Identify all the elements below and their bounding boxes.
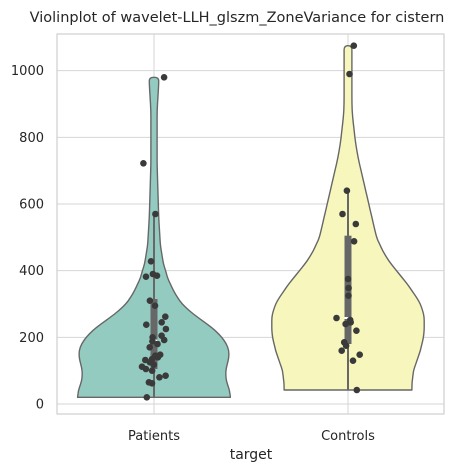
data-point [345,284,352,292]
violin-layer [76,45,425,398]
data-point [349,357,357,365]
data-point [342,320,349,328]
data-point [140,160,147,167]
iqr-box-patients [150,299,158,369]
x-tick-label-controls: Controls [321,429,375,444]
points-layer [138,42,364,401]
data-point [353,386,361,394]
x-tick-labels: Patients Controls [128,429,375,444]
data-point [147,258,155,265]
data-point [156,374,163,381]
data-point [353,327,360,335]
x-tick-label-patients: Patients [128,429,180,444]
data-point [347,319,355,326]
data-point [350,42,358,49]
data-point [150,361,158,369]
data-point [352,220,360,228]
data-point [342,342,350,350]
y-tick-label: 200 [19,331,44,346]
y-tick-label: 600 [19,198,44,213]
data-point [148,367,156,375]
data-point [345,292,352,300]
y-tick-labels: 0 200 400 600 800 1000 [11,64,44,412]
data-point [152,210,159,218]
data-point [146,297,154,305]
data-point [344,275,352,283]
x-axis-label: target [230,447,273,463]
data-point [338,347,346,355]
data-point [350,238,358,245]
data-point [162,313,169,321]
plot-frame [56,33,445,415]
data-point [162,372,169,380]
data-point [162,325,170,333]
data-point [343,187,351,194]
data-point [158,319,165,326]
data-point [346,70,353,78]
y-tick-label: 1000 [11,64,44,79]
data-point [143,394,151,401]
data-point [160,336,168,344]
data-point [339,210,346,218]
data-point [160,74,168,81]
data-point [142,273,150,281]
data-point [146,344,153,351]
data-point [142,365,150,373]
y-tick-label: 800 [19,131,44,146]
data-point [154,340,161,348]
data-point [143,321,150,329]
data-point [149,338,156,345]
y-tick-label: 400 [19,264,44,279]
chart-title: Violinplot of wavelet-LLH_glszm_ZoneVari… [30,10,445,26]
data-point [148,380,156,387]
data-point [333,314,340,322]
data-point [154,354,162,361]
data-point [153,272,161,280]
data-point [151,302,159,310]
y-tick-label: 0 [36,398,44,413]
data-point [356,351,364,359]
